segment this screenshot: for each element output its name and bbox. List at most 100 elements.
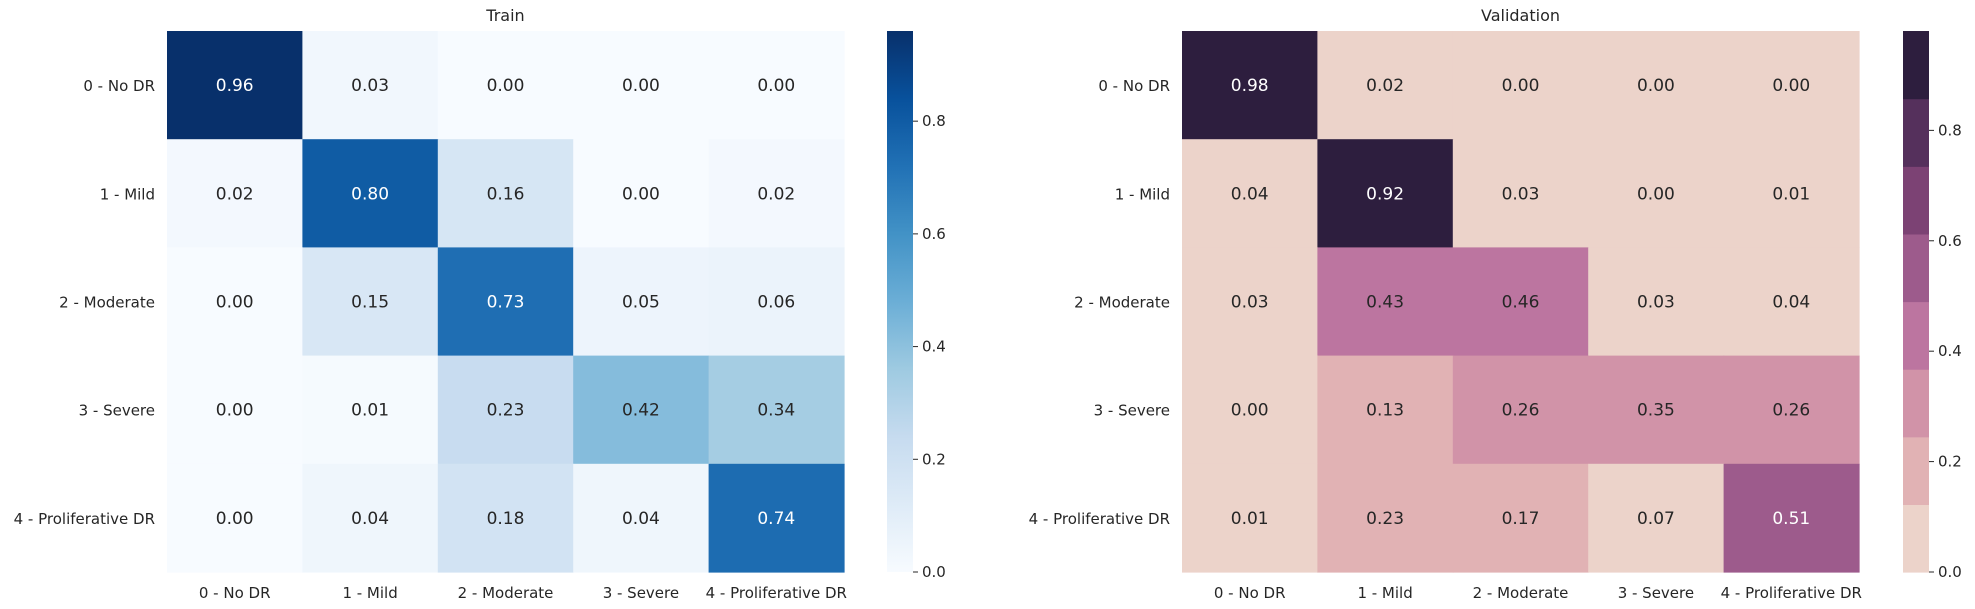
colorbar-tick-label: 0.6 [1938, 232, 1962, 250]
heatmap-cell [1723, 355, 1860, 465]
heatmap-cell [1317, 355, 1454, 465]
x-tick-label: 1 - Mild [1357, 584, 1412, 602]
colorbar-tick-label: 0.4 [1938, 342, 1962, 360]
cell-value-label: 0.04 [1231, 184, 1269, 204]
cell-value-label: 0.00 [216, 293, 254, 313]
cell-value-label: 0.15 [351, 293, 389, 313]
cell-value-label: 0.34 [757, 401, 795, 421]
heatmap-cell [708, 247, 845, 357]
cell-value-label: 0.03 [1502, 184, 1540, 204]
cell-value-label: 0.13 [1366, 401, 1404, 421]
cell-value-label: 0.00 [1637, 184, 1675, 204]
cell-value-label: 0.26 [1772, 401, 1810, 421]
cell-value-label: 0.05 [622, 293, 660, 313]
colorbar-segment [1903, 301, 1929, 370]
heatmap-cell [1317, 463, 1454, 573]
heatmap-cell [1723, 31, 1860, 140]
heatmap-cell [167, 355, 303, 465]
heatmap-cell [1588, 247, 1725, 357]
y-tick-label: 3 - Severe [1094, 402, 1170, 420]
heatmap-cell [1182, 31, 1318, 140]
cell-value-label: 0.96 [216, 76, 254, 96]
heatmap-cell [1588, 355, 1725, 465]
x-tick-label: 3 - Severe [1618, 584, 1694, 602]
heatmap-cell [573, 463, 710, 573]
heatmap-cell [1182, 463, 1318, 573]
cell-value-label: 0.00 [216, 509, 254, 529]
heatmap-cell [573, 247, 710, 357]
cell-value-label: 0.00 [1772, 76, 1810, 96]
cell-value-label: 0.00 [622, 76, 660, 96]
cell-value-label: 0.02 [1366, 76, 1404, 96]
heatmap-cell [167, 247, 303, 357]
colorbar-segment [1903, 436, 1929, 505]
heatmap-cell [302, 463, 439, 573]
y-tick-label: 0 - No DR [83, 77, 155, 95]
colorbar-tick-label: 0.6 [922, 225, 946, 243]
cell-value-label: 0.23 [487, 401, 525, 421]
heatmap-cell [437, 31, 574, 140]
cell-value-label: 0.35 [1637, 401, 1675, 421]
heatmap-cell [167, 463, 303, 573]
heatmap-cell [1588, 139, 1725, 248]
colorbar-segment [1903, 98, 1929, 167]
heatmap-cell [1452, 463, 1589, 573]
cell-value-label: 0.01 [1231, 509, 1269, 529]
cell-value-label: 0.46 [1502, 293, 1540, 313]
heatmap-cell [1317, 247, 1454, 357]
cell-value-label: 0.06 [757, 293, 795, 313]
cell-value-label: 0.00 [1637, 76, 1675, 96]
cell-value-label: 0.51 [1772, 509, 1810, 529]
heatmap-cell [573, 355, 710, 465]
heatmap-cell [1317, 139, 1454, 248]
cell-value-label: 0.42 [622, 401, 660, 421]
colorbar-segment [1903, 369, 1929, 438]
y-tick-label: 1 - Mild [1115, 185, 1170, 203]
heatmap-cell [708, 463, 845, 573]
colorbar-tick-label: 0.8 [1938, 121, 1962, 139]
y-tick-label: 0 - No DR [1098, 77, 1170, 95]
heatmap-cell [1182, 139, 1318, 248]
cell-value-label: 0.80 [351, 184, 389, 204]
cell-value-label: 0.02 [216, 184, 254, 204]
heatmap-cell [1317, 31, 1454, 140]
chart-title: Train [485, 6, 524, 25]
x-tick-label: 2 - Moderate [1473, 584, 1569, 602]
cell-value-label: 0.00 [216, 401, 254, 421]
cell-value-label: 0.07 [1637, 509, 1675, 529]
x-tick-label: 4 - Proliferative DR [1721, 584, 1862, 602]
y-tick-label: 3 - Severe [79, 402, 155, 420]
colorbar-segment [1903, 31, 1929, 100]
colorbar-tick-label: 0.0 [1938, 563, 1962, 581]
heatmap-cell [437, 463, 574, 573]
cell-value-label: 0.00 [1502, 76, 1540, 96]
cell-value-label: 0.43 [1366, 293, 1404, 313]
cell-value-label: 0.98 [1231, 76, 1269, 96]
heatmap-cell [1452, 355, 1589, 465]
heatmap-cell [1452, 247, 1589, 357]
heatmap-cell [573, 31, 710, 140]
heatmap-cell [437, 139, 574, 248]
heatmap-cell [167, 31, 303, 140]
heatmap-cell [1182, 247, 1318, 357]
heatmap-cell [437, 355, 574, 465]
heatmap-cell [1452, 139, 1589, 248]
heatmap-panel-1: Train 0.96 0.03 0.00 0.00 0.00 0.02 0.80 0.16 0.0… [14, 6, 946, 602]
cell-value-label: 0.00 [487, 76, 525, 96]
colorbar-tick-label: 0.8 [922, 112, 946, 130]
cell-value-label: 0.04 [622, 509, 660, 529]
cell-value-label: 0.74 [757, 509, 795, 529]
cell-value-label: 0.01 [351, 401, 389, 421]
cell-value-label: 0.18 [487, 509, 525, 529]
heatmap-cell [708, 355, 845, 465]
x-tick-label: 1 - Mild [342, 584, 397, 602]
x-tick-label: 2 - Moderate [458, 584, 554, 602]
cell-value-label: 0.00 [622, 184, 660, 204]
chart-title: Validation [1481, 6, 1560, 25]
cell-value-label: 0.04 [1772, 293, 1810, 313]
y-tick-label: 2 - Moderate [1074, 294, 1170, 312]
heatmap-cell [1588, 463, 1725, 573]
colorbar-tick-label: 0.2 [1938, 453, 1962, 471]
heatmap-cell [1723, 139, 1860, 248]
